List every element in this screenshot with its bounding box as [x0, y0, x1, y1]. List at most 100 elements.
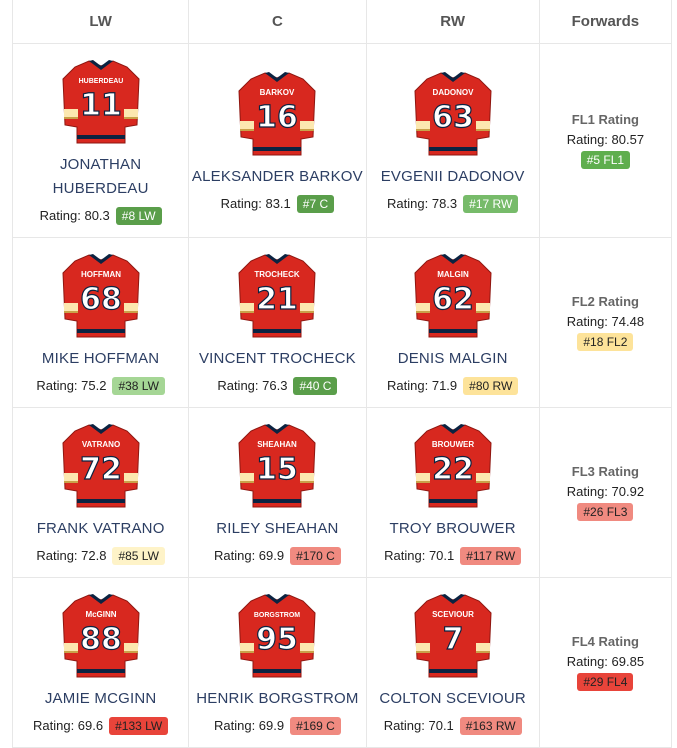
- jersey-icon: VATRANO 72: [62, 423, 140, 507]
- player-rating: Rating: 80.3 #8 LW: [39, 206, 162, 225]
- line-title: FL3 Rating: [571, 464, 639, 479]
- jersey-name-text: SCEVIOUR: [432, 610, 474, 619]
- jersey-number-text: 68: [80, 282, 122, 317]
- rating-text: Rating: 75.2: [36, 378, 107, 393]
- player-rating: Rating: 69.9 #170 C: [213, 546, 341, 565]
- forward-line-row: McGINN 88 JAMIE MCGINN Rating: 69.6 #133 LW B…: [11, 577, 673, 748]
- header-rw: RW: [365, 0, 540, 44]
- player-name-link[interactable]: VINCENT TROCHECK: [198, 349, 356, 367]
- jersey-icon: BARKOV 16: [238, 71, 316, 155]
- rank-badge: #163 RW: [459, 716, 522, 735]
- player-cell: HUBERDEAU 11 JONATHAN HUBERDEAU Rating: 80.…: [11, 43, 190, 238]
- player-name-link[interactable]: HENRIK BORGSTROM: [196, 689, 359, 707]
- line-rating: Rating: 74.48: [566, 314, 645, 329]
- rating-text: Rating: 78.3: [387, 196, 458, 211]
- rank-badge: #80 RW: [463, 376, 519, 395]
- header-c: C: [188, 0, 367, 44]
- line-rank-badge: #26 FL3: [577, 503, 634, 521]
- player-name-link[interactable]: TROY BROUWER: [389, 519, 516, 537]
- line-title: FL1 Rating: [571, 112, 639, 127]
- jersey-icon: TROCHECK 21: [238, 253, 316, 337]
- player-name-link[interactable]: ALEKSANDER BARKOV: [191, 167, 363, 185]
- player-cell: TROCHECK 21 VINCENT TROCHECK Rating: 76.3 #4…: [188, 237, 367, 408]
- rank-badge: #7 C: [296, 194, 335, 213]
- jersey-icon: HUBERDEAU 11: [62, 59, 140, 143]
- jersey-name-text: SHEAHAN: [258, 440, 298, 449]
- player-name-link[interactable]: EVGENII DADONOV: [380, 167, 525, 185]
- line-title: FL4 Rating: [571, 634, 639, 649]
- player-cell: SCEVIOUR 7 COLTON SCEVIOUR Rating: 70.1 #163…: [365, 577, 540, 748]
- jersey-icon: BROUWER 22: [414, 423, 492, 507]
- player-name-link[interactable]: DENIS MALGIN: [397, 349, 508, 367]
- jersey-icon: BORGSTROM 95: [238, 593, 316, 677]
- rating-text: Rating: 70.1: [383, 718, 454, 733]
- player-name-link[interactable]: RILEY SHEAHAN: [216, 519, 339, 537]
- player-name-link[interactable]: COLTON SCEVIOUR: [379, 689, 526, 707]
- player-cell: MALGIN 62 DENIS MALGIN Rating: 71.9 #80 RW: [365, 237, 540, 408]
- player-cell: McGINN 88 JAMIE MCGINN Rating: 69.6 #133 LW: [11, 577, 190, 748]
- line-summary-cell: FL1 Rating Rating: 80.57 #5 FL1: [538, 43, 673, 238]
- player-cell: DADONOV 63 EVGENII DADONOV Rating: 78.3 #17 …: [365, 43, 540, 238]
- forward-line-row: HOFFMAN 68 MIKE HOFFMAN Rating: 75.2 #38 LW T…: [11, 237, 673, 408]
- jersey-name-text: BARKOV: [260, 88, 295, 97]
- jersey-name-text: DADONOV: [432, 88, 474, 97]
- player-rating: Rating: 69.9 #169 C: [213, 716, 341, 735]
- rank-badge: #170 C: [290, 546, 341, 565]
- jersey-name-text: McGINN: [85, 610, 116, 619]
- line-summary-cell: FL3 Rating Rating: 70.92 #26 FL3: [538, 407, 673, 578]
- jersey-number-text: 62: [432, 282, 474, 317]
- rank-badge: #40 C: [293, 376, 338, 395]
- rating-text: Rating: 83.1: [220, 196, 291, 211]
- player-name-link[interactable]: JAMIE MCGINN: [44, 689, 157, 707]
- player-rating: Rating: 78.3 #17 RW: [387, 194, 519, 213]
- line-rating: Rating: 80.57: [566, 132, 645, 147]
- jersey-number-text: 11: [80, 88, 122, 123]
- header-row: LW C RW Forwards: [11, 0, 673, 44]
- jersey-number-text: 16: [257, 100, 299, 135]
- line-rank-badge: #29 FL4: [577, 673, 634, 691]
- rating-text: Rating: 69.9: [213, 548, 285, 563]
- jersey-number-text: 63: [432, 100, 474, 135]
- player-rating: Rating: 72.8 #85 LW: [36, 546, 165, 565]
- jersey-icon: MALGIN 62: [414, 253, 492, 337]
- rank-badge: #38 LW: [112, 376, 165, 395]
- jersey-number-text: 15: [257, 452, 299, 487]
- player-rating: Rating: 75.2 #38 LW: [36, 376, 165, 395]
- forward-line-row: VATRANO 72 FRANK VATRANO Rating: 72.8 #85 LW…: [11, 407, 673, 578]
- player-cell: BROUWER 22 TROY BROUWER Rating: 70.1 #117 RW: [365, 407, 540, 578]
- line-summary-cell: FL2 Rating Rating: 74.48 #18 FL2: [538, 237, 673, 408]
- jersey-name-text: HOFFMAN: [81, 270, 121, 279]
- rating-text: Rating: 71.9: [387, 378, 458, 393]
- player-rating: Rating: 70.1 #117 RW: [384, 546, 522, 565]
- jersey-icon: HOFFMAN 68: [62, 253, 140, 337]
- player-name-link[interactable]: FRANK VATRANO: [36, 519, 165, 537]
- rating-text: Rating: 69.6: [33, 718, 104, 733]
- line-rating: Rating: 69.85: [566, 654, 645, 669]
- line-rank-badge: #18 FL2: [577, 333, 634, 351]
- player-rating: Rating: 70.1 #163 RW: [383, 716, 522, 735]
- rating-text: Rating: 72.8: [36, 548, 107, 563]
- rank-badge: #85 LW: [112, 546, 165, 565]
- player-name-link[interactable]: MIKE HOFFMAN: [41, 349, 160, 367]
- rank-badge: #133 LW: [109, 716, 169, 735]
- jersey-number-text: 88: [80, 622, 122, 657]
- jersey-number-text: 21: [257, 282, 299, 317]
- jersey-number-text: 95: [257, 622, 299, 657]
- rating-text: Rating: 69.9: [213, 718, 285, 733]
- player-rating: Rating: 76.3 #40 C: [217, 376, 338, 395]
- jersey-name-text: BROUWER: [432, 440, 474, 449]
- line-rating: Rating: 70.92: [566, 484, 645, 499]
- header-lw: LW: [11, 0, 190, 44]
- rating-text: Rating: 80.3: [39, 208, 110, 223]
- player-rating: Rating: 71.9 #80 RW: [387, 376, 519, 395]
- jersey-name-text: BORGSTROM: [254, 612, 300, 619]
- rating-text: Rating: 76.3: [217, 378, 288, 393]
- player-cell: HOFFMAN 68 MIKE HOFFMAN Rating: 75.2 #38 LW: [11, 237, 190, 408]
- player-rating: Rating: 83.1 #7 C: [220, 194, 335, 213]
- player-cell: SHEAHAN 15 RILEY SHEAHAN Rating: 69.9 #170 C: [188, 407, 367, 578]
- player-name-link[interactable]: JONATHAN HUBERDEAU: [52, 155, 149, 197]
- rank-badge: #169 C: [290, 716, 341, 735]
- rank-badge: #17 RW: [463, 194, 519, 213]
- jersey-name-text: VATRANO: [81, 440, 119, 449]
- line-title: FL2 Rating: [571, 294, 639, 309]
